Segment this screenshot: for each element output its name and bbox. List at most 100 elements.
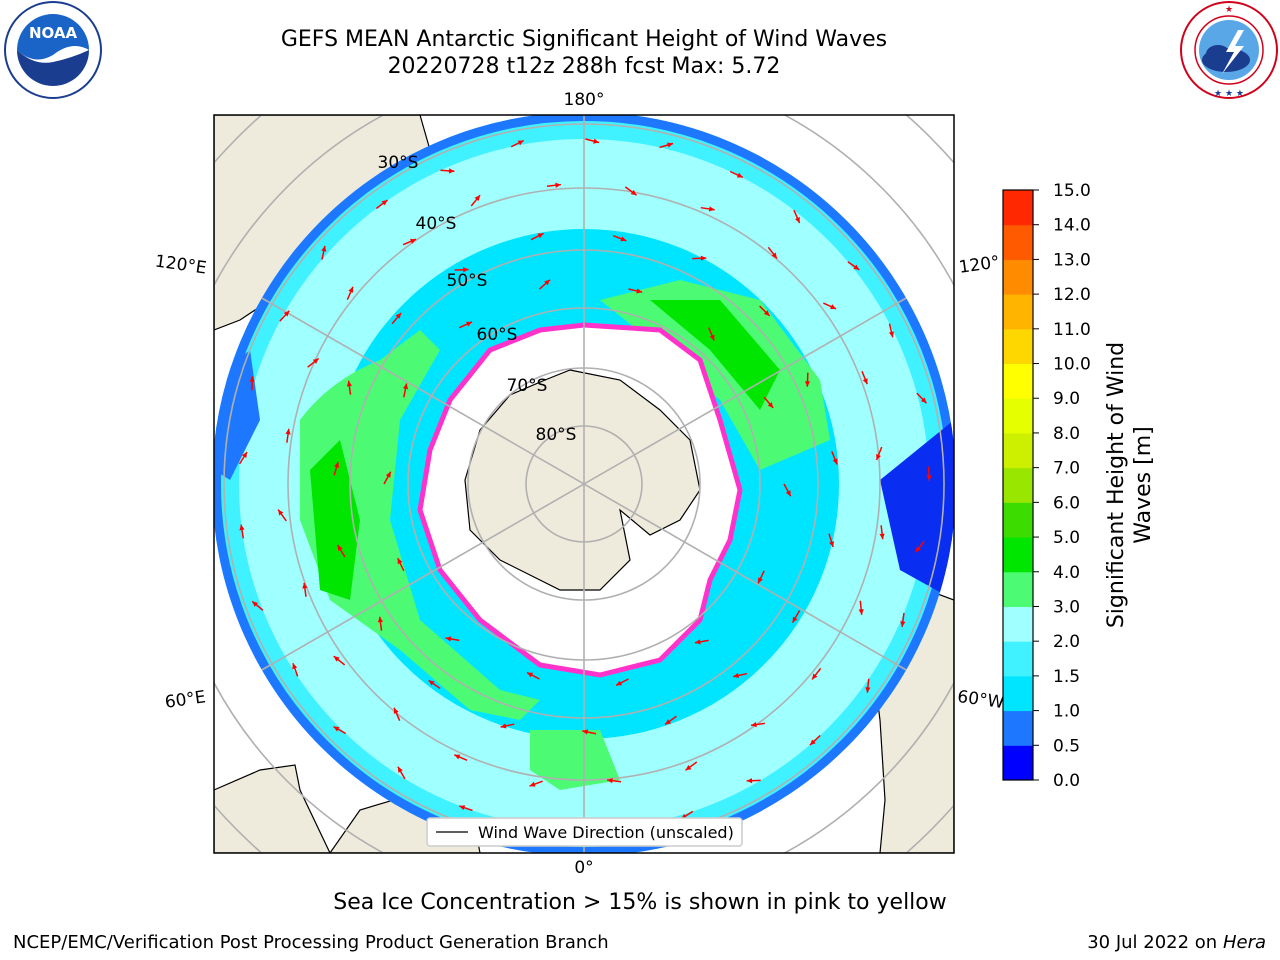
- map-frame: [213, 114, 955, 854]
- colorbar-segment: [1003, 537, 1033, 573]
- wave-arrow-head: [454, 754, 461, 760]
- wave-arrow-head: [812, 673, 818, 680]
- wave-arrow-head: [402, 383, 409, 390]
- wave-arrow-head: [381, 200, 388, 206]
- colorbar-tick-label: 1.5: [1053, 667, 1080, 687]
- colorbar-label-line2: Waves [m]: [1131, 426, 1156, 543]
- date-stamp: 30 Jul 2022 on Hera: [1087, 932, 1266, 953]
- wave-arrow-head: [312, 358, 319, 364]
- lon-label-120w: 120°: [958, 252, 1001, 278]
- wave-arrow-head: [862, 378, 868, 385]
- colorbar-tick-label: 14.0: [1053, 216, 1091, 236]
- wave-arrow-head: [915, 546, 921, 553]
- wave-arrow-head: [876, 454, 881, 461]
- wave-arrow-head: [758, 577, 763, 584]
- lon-label-60w: 60°W: [956, 687, 1005, 713]
- wave-arrow-head: [292, 663, 298, 670]
- credit-text: NCEP/EMC/Verification Post Processing Pr…: [13, 932, 609, 953]
- wave-arrow-head: [337, 544, 343, 551]
- colorbar-tick-label: 7.0: [1053, 459, 1080, 479]
- wave-arrow-head: [463, 267, 469, 273]
- wave-arrow-head: [900, 621, 906, 627]
- wave-arrow-head: [767, 402, 774, 408]
- colorbar-tick-label: 15.0: [1053, 181, 1091, 201]
- wave-arrow-head: [736, 172, 743, 178]
- colorbar-frame: [1002, 189, 1034, 781]
- wave-arrow-head: [685, 764, 692, 771]
- noaa-logo: NOAA: [4, 1, 102, 99]
- wave-arrow-head: [771, 252, 777, 259]
- colorbar-segment: [1003, 467, 1033, 503]
- wave-arrow-head: [334, 461, 340, 468]
- wave-arrow-head: [746, 778, 753, 784]
- colorbar-segment: [1003, 190, 1033, 226]
- wave-arrow-head: [792, 616, 798, 623]
- wave-arrow-head: [607, 778, 613, 784]
- wave-arrow-head: [348, 286, 354, 293]
- chart-subtitle: 20220728 t12z 288h fcst Max: 5.72: [387, 54, 781, 79]
- colorbar: [1003, 190, 1033, 781]
- colorbar-tick-label: 4.0: [1053, 563, 1080, 583]
- wave-arrow-head: [620, 236, 627, 242]
- wave-arrow-head: [445, 636, 452, 642]
- wave-arrow-head: [665, 719, 672, 725]
- wave-arrow-head: [241, 452, 248, 458]
- colorbar-tick-label: 8.0: [1053, 424, 1080, 444]
- wave-arrow-head: [333, 656, 340, 662]
- colorbar-tick-label: 9.0: [1053, 389, 1080, 409]
- lon-label-180: 180°: [564, 90, 605, 110]
- wave-arrow-head: [616, 680, 623, 686]
- sea-ice-note: Sea Ice Concentration > 15% is shown in …: [333, 890, 947, 915]
- wave-arrow-head: [377, 616, 384, 623]
- colorbar-segment: [1003, 606, 1033, 642]
- lat-label-60s: 60°S: [477, 325, 518, 345]
- wave-arrow-head: [285, 428, 291, 435]
- wave-arrow-head: [527, 672, 534, 678]
- wave-arrow-head: [321, 245, 327, 252]
- wave-arrow-head: [829, 541, 835, 548]
- wave-arrow-head: [555, 182, 561, 188]
- colorbar-tick-label: 11.0: [1053, 320, 1091, 340]
- colorbar-segment: [1003, 432, 1033, 469]
- wave-arrow-head: [385, 471, 391, 478]
- wave-arrow-head: [410, 238, 417, 244]
- colorbar-tick-label: 2.0: [1053, 632, 1080, 652]
- wave-arrow-head: [428, 680, 435, 686]
- colorbar-tick-label: 0.0: [1053, 771, 1080, 791]
- colorbar-tick-label: 1.0: [1053, 702, 1080, 722]
- colorbar-segment: [1003, 502, 1033, 538]
- colorbar-segment: [1003, 294, 1033, 330]
- wave-arrow-head: [239, 524, 245, 531]
- wave-arrow-head: [920, 397, 927, 404]
- wave-arrow-head: [544, 279, 550, 286]
- wave-arrow-head: [733, 672, 739, 679]
- wave-arrow-head: [500, 723, 507, 729]
- wave-arrow-head: [529, 781, 536, 787]
- colorbar-ticks: 0.0 0.5 1.0 1.5 2.0 3.0 4.0 5.0 6.0 7.0 8.0 9.0 10.0…: [1033, 181, 1091, 791]
- wave-arrow-head: [804, 381, 811, 387]
- wave-arrow-head: [283, 310, 290, 317]
- colorbar-segment: [1003, 710, 1033, 746]
- wave-arrow-head: [879, 533, 885, 540]
- wave-arrow-head: [252, 601, 259, 607]
- wave-arrow-head: [630, 189, 637, 196]
- svg-text:★ ★ ★: ★ ★ ★: [1214, 89, 1244, 99]
- wave-arrow-head: [785, 490, 791, 497]
- wave-arrow-head: [926, 475, 932, 481]
- colorbar-tick-label: 5.0: [1053, 528, 1080, 548]
- nws-logo: ★ ★ ★ ★: [1180, 1, 1278, 99]
- wave-arrow-head: [636, 288, 643, 294]
- wave-arrow-head: [397, 766, 403, 773]
- wave-arrow-head: [795, 217, 800, 224]
- svg-text:★: ★: [1225, 5, 1233, 15]
- wave-arrow-head: [832, 458, 838, 465]
- longitude-grid: [259, 115, 909, 853]
- wave-arrow-head: [517, 140, 524, 146]
- legend-label: Wind Wave Direction (unscaled): [478, 823, 734, 842]
- lat-label-70s: 70°S: [507, 376, 548, 396]
- wave-arrow-head: [333, 726, 340, 732]
- wave-arrow-head: [694, 639, 701, 645]
- wave-arrow-head: [474, 195, 481, 202]
- wave-arrow-head: [709, 334, 715, 341]
